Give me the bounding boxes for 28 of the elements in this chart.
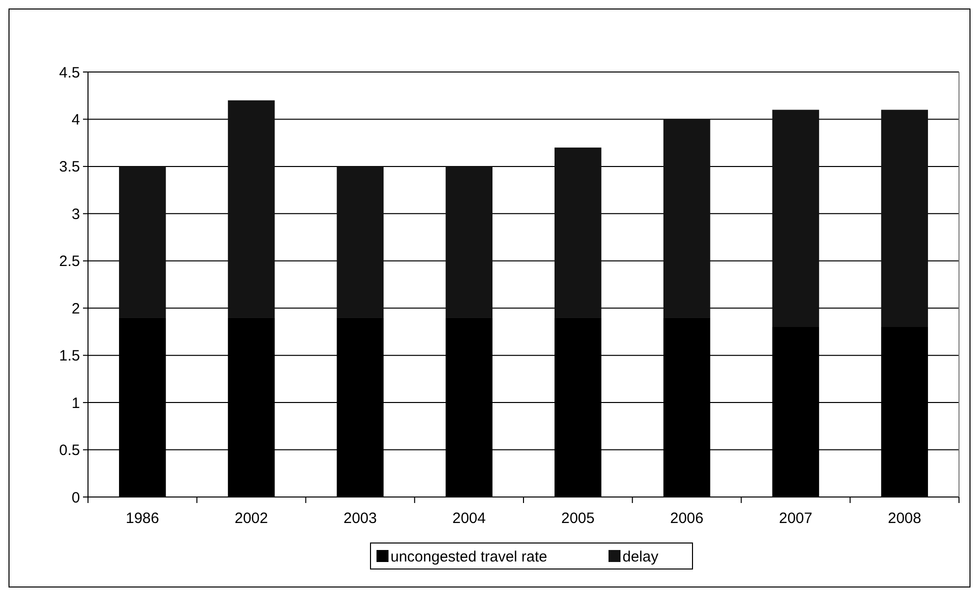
x-tick-label: 2007 <box>779 510 812 527</box>
bar <box>228 100 275 318</box>
y-tick-label: 4 <box>72 111 80 128</box>
bar <box>446 166 492 318</box>
y-tick-label: 1.5 <box>59 348 80 365</box>
y-tick-label: 2 <box>72 300 80 318</box>
bar <box>119 166 166 318</box>
y-tick-label: 3 <box>72 206 80 223</box>
bar <box>881 110 928 327</box>
bar <box>772 110 820 327</box>
x-tick-label: 2002 <box>234 510 268 527</box>
y-tick-label: 0.5 <box>59 442 80 460</box>
y-tick-label: 0 <box>72 489 80 506</box>
x-tick-label: 2003 <box>344 510 377 527</box>
x-tick-label: 2006 <box>670 510 704 527</box>
legend-label: delay <box>622 548 659 566</box>
y-tick-label: 3.5 <box>59 158 80 176</box>
x-tick-label: 2004 <box>452 510 486 527</box>
bar <box>554 148 602 318</box>
y-tick-label: 2.5 <box>59 253 80 270</box>
bar <box>663 119 710 318</box>
y-tick-label: 1 <box>72 394 80 412</box>
x-tick-label: 2008 <box>888 510 922 527</box>
legend-label: uncongested travel rate <box>390 548 548 566</box>
bar <box>336 166 384 318</box>
x-tick-label: 1986 <box>126 510 160 527</box>
x-tick-label: 2005 <box>561 510 595 527</box>
y-tick-label: 4.5 <box>59 64 80 82</box>
